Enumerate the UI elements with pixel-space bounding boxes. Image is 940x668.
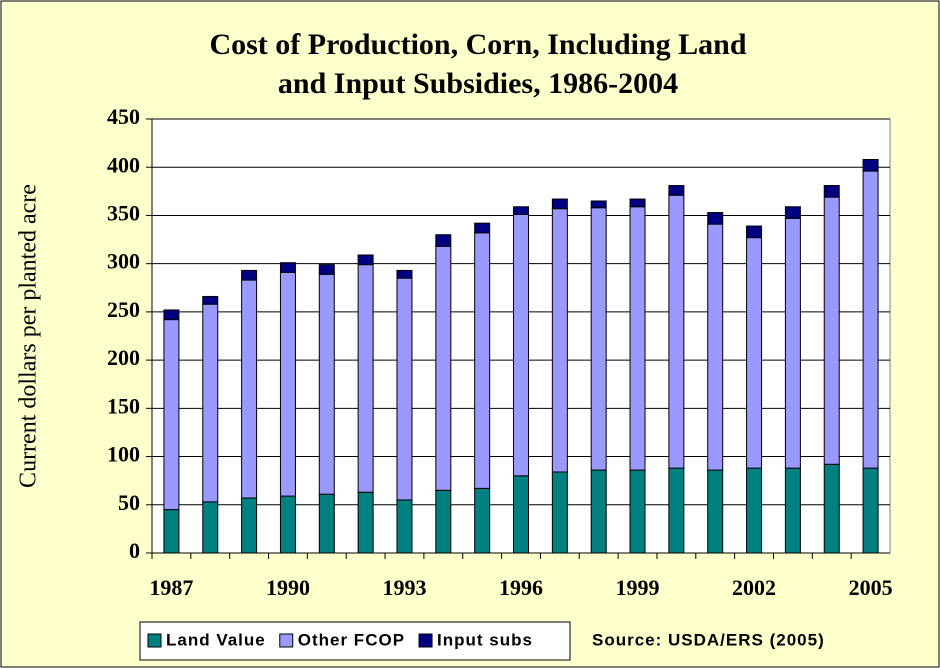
bar-segment — [435, 245, 452, 491]
y-tick-label: 300 — [107, 249, 140, 274]
bar-segment — [746, 467, 763, 554]
bar-segment — [279, 262, 296, 273]
bar-segment — [590, 207, 607, 471]
bar-segment — [668, 467, 685, 554]
bar-segment — [707, 223, 724, 471]
chart-title: and Input Subsidies, 1986-2004 — [278, 67, 678, 100]
bar-segment — [318, 273, 335, 495]
bar-segment — [629, 469, 646, 554]
bar-segment — [551, 471, 568, 554]
source-note: Source: USDA/ERS (2005) — [592, 630, 825, 649]
bar-segment — [396, 269, 413, 279]
bar-segment — [279, 495, 296, 554]
bar-segment — [784, 467, 801, 554]
y-tick-label: 150 — [107, 393, 140, 418]
y-axis-label: Current dollars per planted acre — [16, 184, 42, 488]
bar-segment — [823, 463, 840, 554]
x-tick-label: 1990 — [266, 575, 310, 600]
y-tick-label: 250 — [107, 297, 140, 322]
bar-segment — [163, 309, 180, 321]
bar-segment — [707, 212, 724, 225]
legend-swatch — [147, 633, 162, 648]
legend — [139, 621, 571, 661]
legend-label: Other FCOP — [298, 630, 405, 649]
bar-segment — [862, 170, 879, 469]
bar-segment — [629, 206, 646, 471]
bar-segment — [551, 208, 568, 473]
bar-segment — [202, 303, 219, 503]
y-tick-label: 100 — [107, 442, 140, 467]
bar-segment — [241, 279, 258, 499]
bar-segment — [279, 271, 296, 497]
bar-segment — [668, 194, 685, 469]
bar-segment — [163, 319, 180, 511]
x-tick-label: 2002 — [732, 575, 776, 600]
bar-segment — [513, 475, 529, 554]
y-tick-label: 450 — [107, 104, 140, 129]
x-tick-label: 1987 — [149, 575, 193, 600]
bar-segment — [474, 232, 491, 489]
y-tick-label: 50 — [118, 490, 140, 515]
x-tick-label: 1993 — [382, 575, 426, 600]
bar-segment — [513, 206, 529, 215]
bar-segment — [435, 489, 452, 554]
bar-segment — [862, 159, 879, 172]
bar-segment — [474, 222, 491, 234]
y-tick-label: 0 — [129, 538, 140, 563]
x-tick-label: 2005 — [849, 575, 893, 600]
bar-segment — [784, 217, 801, 469]
bar-segment — [163, 509, 180, 554]
legend-label: Input subs — [437, 630, 533, 649]
x-tick-label: 1996 — [499, 575, 543, 600]
bar-segment — [318, 493, 335, 554]
bar-segment — [590, 200, 607, 209]
x-tick-label: 1999 — [616, 575, 660, 600]
bar-segment — [318, 264, 335, 275]
y-tick-label: 400 — [107, 152, 140, 177]
bar-segment — [396, 277, 413, 501]
bar-segment — [823, 185, 840, 198]
bar-segment — [590, 469, 607, 554]
bar-segment — [862, 467, 879, 554]
bar-segment — [629, 198, 646, 208]
bar-segment — [513, 213, 529, 477]
bar-segment — [202, 295, 219, 305]
bar-segment — [241, 269, 258, 281]
y-tick-label: 350 — [107, 200, 140, 225]
bar-segment — [357, 264, 374, 493]
bar-segment — [396, 499, 413, 554]
bar-segment — [746, 237, 763, 469]
bar-segment — [746, 225, 763, 239]
chart-title: Cost of Production, Corn, Including Land — [209, 28, 746, 61]
legend-swatch — [418, 633, 433, 648]
bar-segment — [823, 196, 840, 465]
bar-segment — [202, 501, 219, 554]
bar-segment — [241, 497, 258, 554]
y-tick-label: 200 — [107, 345, 140, 370]
bar-segment — [668, 185, 685, 196]
bar-segment — [551, 198, 568, 210]
bar-segment — [784, 206, 801, 219]
legend-swatch — [279, 633, 294, 648]
bar-segment — [357, 254, 374, 266]
bar-segment — [474, 487, 491, 554]
bar-segment — [357, 491, 374, 554]
bar-segment — [707, 469, 724, 554]
legend-label: Land Value — [166, 630, 266, 649]
bar-segment — [435, 234, 452, 247]
